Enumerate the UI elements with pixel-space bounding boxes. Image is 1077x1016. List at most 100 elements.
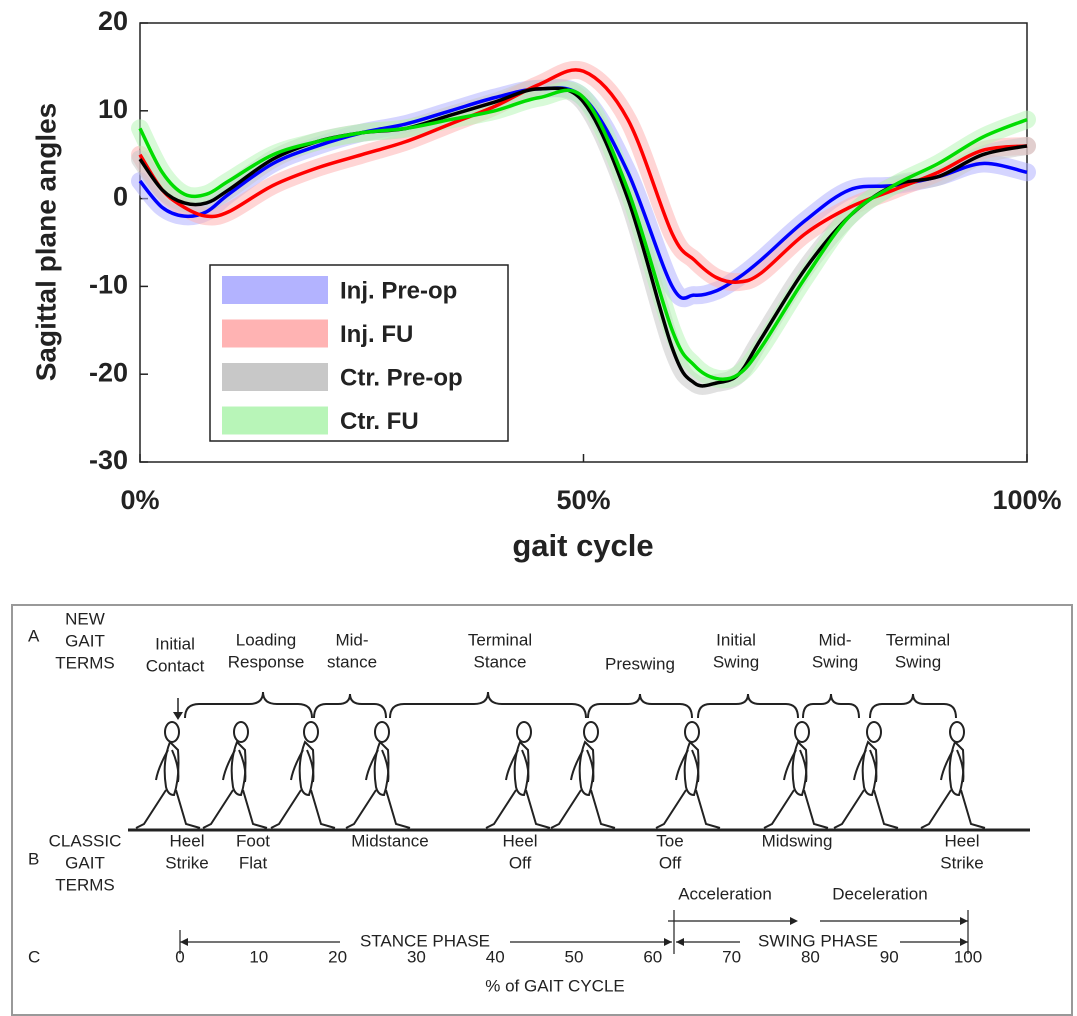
figure-head bbox=[794, 721, 810, 743]
y-tick-label: 0 bbox=[113, 182, 128, 212]
legend-swatch bbox=[222, 319, 328, 348]
x-tick-label: 100% bbox=[992, 485, 1061, 515]
y-tick-label: -30 bbox=[89, 445, 128, 475]
new-gait-term: stance bbox=[327, 652, 377, 671]
figure-arm bbox=[505, 749, 530, 783]
brace bbox=[869, 693, 957, 719]
figure-head bbox=[866, 721, 882, 743]
x-tick-label: 50% bbox=[556, 485, 610, 515]
acceleration-label: Acceleration bbox=[678, 884, 772, 903]
walking-figure bbox=[270, 721, 336, 829]
arrow-head bbox=[790, 917, 798, 925]
brace bbox=[184, 691, 313, 719]
legend-label: Ctr. FU bbox=[340, 408, 419, 435]
classic-gait-term: Toe bbox=[656, 831, 683, 850]
legend-label: Ctr. Pre-op bbox=[340, 364, 463, 391]
figure-leg bbox=[550, 789, 616, 829]
braces bbox=[184, 691, 957, 719]
figure-arm bbox=[570, 749, 595, 783]
figure-leg bbox=[920, 789, 986, 829]
new-gait-term: Terminal bbox=[468, 630, 532, 649]
gait-diagram: A B C Acceleration Deceleration STANCE P… bbox=[11, 604, 1073, 1016]
deceleration-label: Deceleration bbox=[832, 884, 927, 903]
scale-title: % of GAIT CYCLE bbox=[485, 976, 625, 995]
figure-arm bbox=[222, 749, 247, 783]
scale-tick-label: 100 bbox=[954, 947, 982, 966]
figure-head bbox=[949, 721, 965, 743]
new-gait-term: Mid- bbox=[335, 630, 368, 649]
arrow-head bbox=[676, 938, 684, 946]
figure-head bbox=[583, 721, 599, 743]
new-gait-term: Mid- bbox=[818, 630, 851, 649]
figure-leg bbox=[763, 789, 829, 829]
figure-arm bbox=[365, 749, 390, 783]
scale-tick-label: 50 bbox=[565, 947, 584, 966]
brace bbox=[587, 693, 693, 719]
figure-head bbox=[516, 721, 532, 743]
row-label: A bbox=[28, 626, 40, 645]
row-title: NEW bbox=[65, 609, 105, 628]
y-tick-label: 10 bbox=[98, 94, 128, 124]
classic-gait-term: Off bbox=[509, 853, 532, 872]
classic-gait-term: Strike bbox=[940, 853, 983, 872]
classic-gait-term: Flat bbox=[239, 853, 268, 872]
walking-figure bbox=[345, 721, 411, 829]
chart: Sagittal plane angles gait cycle -30 -20 -… bbox=[30, 6, 1061, 563]
walking-figure bbox=[833, 721, 899, 829]
row-title: CLASSIC bbox=[49, 831, 122, 850]
diagram-frame bbox=[11, 604, 1073, 1016]
legend-swatch bbox=[222, 363, 328, 391]
new-gait-term: Initial bbox=[716, 630, 756, 649]
walking-figure bbox=[920, 721, 986, 829]
scale-tick-label: 60 bbox=[643, 947, 662, 966]
walking-figure bbox=[655, 721, 721, 829]
classic-gait-term: Foot bbox=[236, 831, 270, 850]
legend-swatch bbox=[222, 406, 328, 435]
walking-figures bbox=[135, 721, 986, 829]
figure-arm bbox=[853, 749, 878, 783]
brace bbox=[389, 691, 587, 719]
new-gait-term: Contact bbox=[146, 656, 205, 675]
figure-leg bbox=[833, 789, 899, 829]
new-gait-term: Loading bbox=[236, 630, 297, 649]
classic-gait-term: Heel bbox=[170, 831, 205, 850]
new-gait-term: Swing bbox=[812, 652, 858, 671]
walking-figure bbox=[202, 721, 268, 829]
y-tick-label: -10 bbox=[89, 270, 128, 300]
figure-head bbox=[303, 721, 319, 743]
figure-leg bbox=[135, 789, 201, 829]
figure-leg bbox=[655, 789, 721, 829]
scale-tick-label: 0 bbox=[175, 947, 184, 966]
phase-arrows bbox=[179, 910, 969, 954]
figure-arm bbox=[783, 749, 808, 783]
figure-arm bbox=[940, 749, 965, 783]
figure-leg bbox=[270, 789, 336, 829]
new-gait-term: Initial bbox=[155, 634, 195, 653]
row-title: TERMS bbox=[55, 653, 115, 672]
scale-tick-label: 10 bbox=[249, 947, 268, 966]
walking-figure bbox=[485, 721, 551, 829]
y-tick-label: 20 bbox=[98, 6, 128, 36]
stance-phase-label: STANCE PHASE bbox=[360, 931, 490, 950]
x-tick-label: 0% bbox=[120, 485, 159, 515]
arrow-head bbox=[173, 712, 183, 720]
y-axis-label: Sagittal plane angles bbox=[30, 103, 61, 382]
legend-label: Inj. Pre-op bbox=[340, 277, 457, 304]
row-title: TERMS bbox=[55, 875, 115, 894]
new-gait-term: Swing bbox=[895, 652, 941, 671]
scale-tick-label: 20 bbox=[328, 947, 347, 966]
figure-arm bbox=[155, 749, 180, 783]
row-title: GAIT bbox=[65, 853, 105, 872]
arrowheads bbox=[180, 917, 968, 946]
swing-phase-label: SWING PHASE bbox=[758, 931, 878, 950]
new-gait-term: Preswing bbox=[605, 654, 675, 673]
arrow-head bbox=[960, 938, 968, 946]
walking-figure bbox=[550, 721, 616, 829]
figure-leg bbox=[345, 789, 411, 829]
scale-tick-label: 90 bbox=[880, 947, 899, 966]
arrow-head bbox=[960, 917, 968, 925]
y-tick-label: -20 bbox=[89, 357, 128, 387]
legend-label: Inj. FU bbox=[340, 321, 413, 348]
scale-tick-label: 30 bbox=[407, 947, 426, 966]
